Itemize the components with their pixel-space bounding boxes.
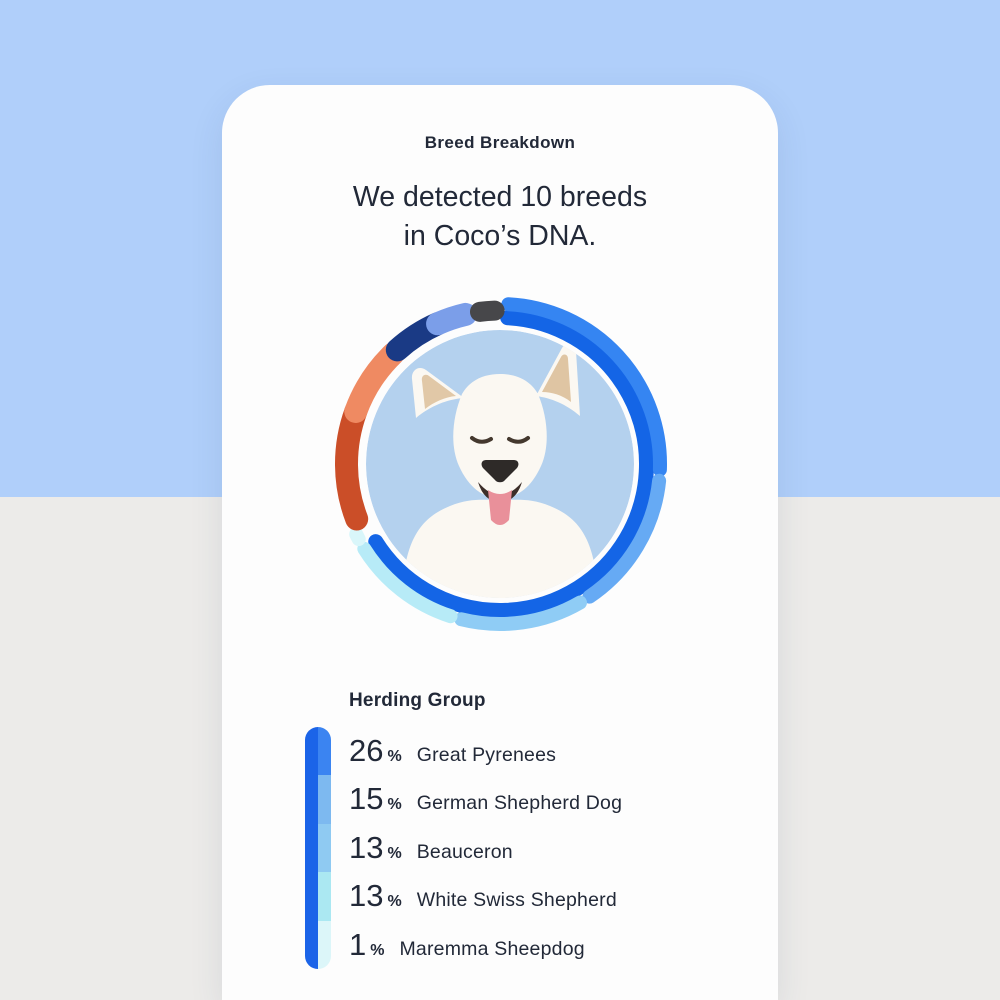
dog-head — [453, 374, 547, 498]
percent-sign: % — [370, 941, 385, 959]
breed-name: German Shepherd Dog — [416, 792, 623, 815]
dog-left-eye — [470, 436, 493, 444]
dog-body — [402, 499, 598, 598]
dog-photo — [366, 330, 634, 598]
group-bar-segments — [318, 727, 331, 969]
breed-percent-value: 13 — [349, 878, 384, 914]
group-bar-segment — [318, 775, 331, 824]
breed-wheel-segment[interactable] — [582, 473, 667, 604]
dog-tongue — [488, 490, 512, 525]
breed-percent-value: 1 — [349, 926, 367, 962]
group-bar-segment — [318, 823, 331, 873]
herding-group-label: Herding Group — [349, 690, 486, 711]
breed-percent-value: 26 — [349, 733, 384, 768]
breed-wheel-segment[interactable] — [469, 300, 505, 322]
percent-sign: % — [387, 748, 402, 765]
dog-illustration — [402, 343, 598, 598]
group-bar — [305, 727, 331, 969]
dog-left-ear-inner — [421, 374, 456, 409]
breed-wheel-segment[interactable] — [454, 595, 587, 631]
percent-sign: % — [387, 893, 402, 911]
breed-name: Maremma Sheepdog — [399, 937, 585, 960]
breed-row[interactable]: 13% Beauceron — [349, 824, 622, 872]
breed-wheel-segment[interactable] — [357, 541, 458, 624]
breed-wheel-segment[interactable] — [349, 527, 366, 547]
group-bar-strip — [305, 727, 318, 969]
percent-sign: % — [387, 796, 402, 814]
breed-wheel[interactable] — [332, 296, 668, 632]
breed-row[interactable]: 13% White Swiss Shepherd — [349, 872, 622, 920]
breed-row[interactable]: 1% Maremma Sheepdog — [349, 921, 622, 969]
percent-sign: % — [387, 844, 402, 862]
breed-wheel-segment[interactable] — [501, 297, 667, 477]
breed-rows: 26% Great Pyrenees 15% German Shepherd Dog… — [349, 727, 622, 969]
breed-row[interactable]: 15% German Shepherd Dog — [349, 775, 622, 823]
headline: We detected 10 breeds in Coco’s DNA. — [222, 178, 778, 256]
breed-wheel-segments — [335, 297, 667, 631]
dog-nose — [481, 460, 519, 483]
breed-name: Beauceron — [416, 840, 513, 863]
phone-card: Breed Breakdown We detected 10 breeds in… — [222, 85, 778, 1000]
breed-breakdown-label: Breed Breakdown — [424, 133, 576, 152]
group-bar-segment — [318, 920, 331, 969]
breed-wheel-segment[interactable] — [426, 302, 477, 336]
headline-line2: in Coco’s DNA. — [403, 220, 597, 252]
breed-name: Great Pyrenees — [416, 744, 557, 766]
dog-right-ear-inner — [542, 354, 571, 402]
group-bar-segment — [318, 727, 331, 776]
breed-percent-value: 15 — [349, 781, 384, 817]
breed-percent-value: 13 — [349, 829, 384, 865]
breed-wheel-segment[interactable] — [335, 400, 369, 531]
breed-row[interactable]: 26% Great Pyrenees — [349, 727, 622, 775]
breed-list: 26% Great Pyrenees 15% German Shepherd Dog… — [305, 727, 778, 969]
breed-wheel-segment[interactable] — [368, 310, 654, 618]
dog-right-eye — [507, 436, 530, 444]
breed-name: White Swiss Shepherd — [416, 889, 617, 912]
breed-wheel-container — [222, 296, 778, 632]
group-bar-segment — [318, 872, 331, 921]
headline-line1: We detected 10 breeds — [352, 181, 648, 213]
